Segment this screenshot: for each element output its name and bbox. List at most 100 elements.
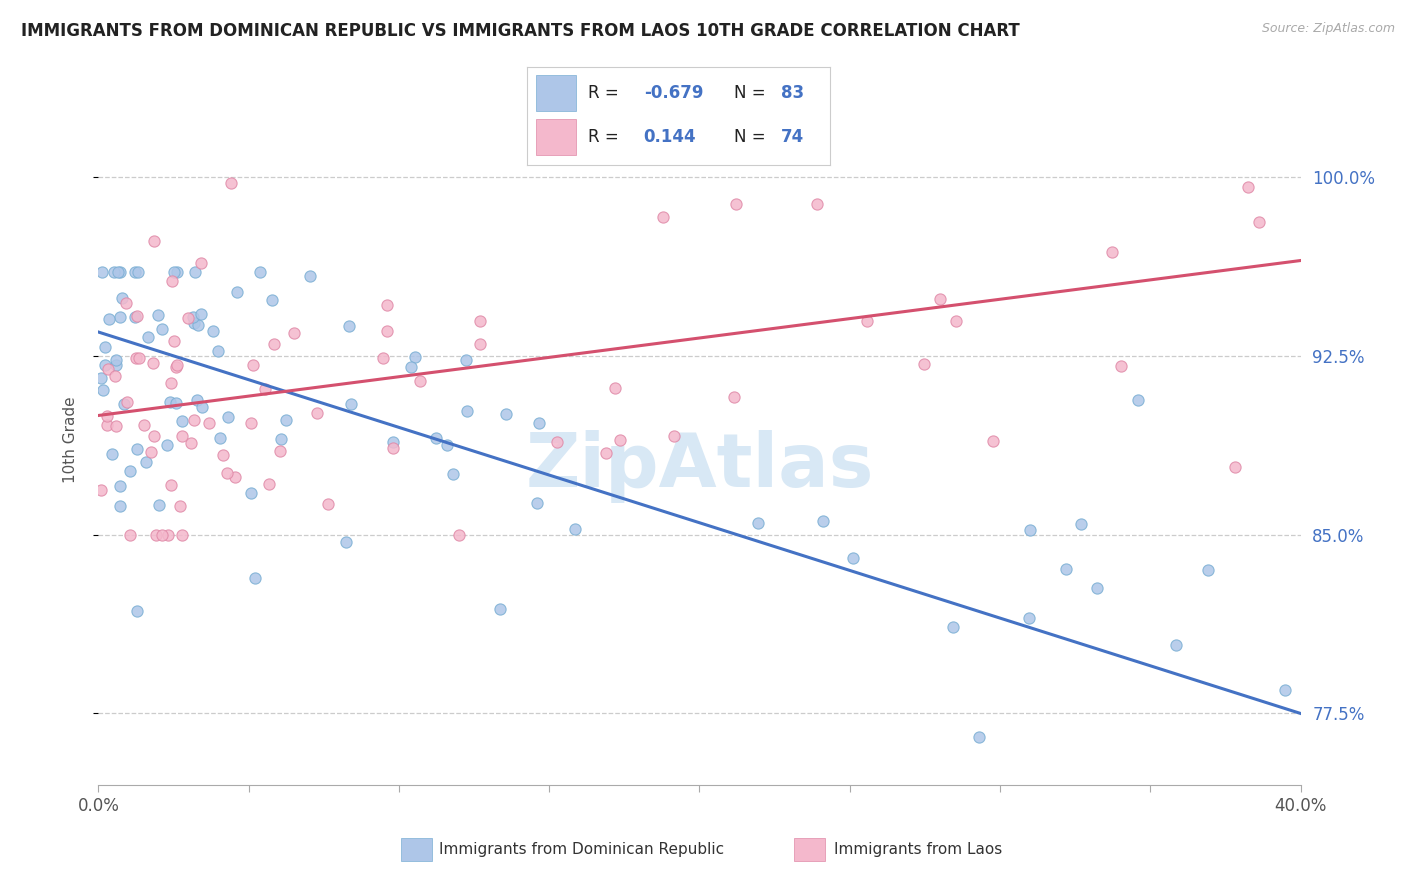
Point	[436, 438, 458, 452]
Point	[1225, 460, 1247, 475]
Point	[183, 316, 205, 330]
Point	[125, 351, 148, 366]
Point	[375, 298, 398, 312]
Point	[307, 406, 329, 420]
Point	[152, 527, 174, 541]
Text: 83: 83	[782, 84, 804, 102]
Point	[404, 350, 426, 364]
Text: IMMIGRANTS FROM DOMINICAN REPUBLIC VS IMMIGRANTS FROM LAOS 10TH GRADE CORRELATIO: IMMIGRANTS FROM DOMINICAN REPUBLIC VS IM…	[21, 22, 1019, 40]
Point	[162, 273, 184, 287]
Point	[454, 352, 477, 367]
Point	[108, 499, 131, 513]
Point	[1126, 393, 1149, 408]
Point	[1236, 180, 1258, 194]
Point	[1197, 563, 1219, 577]
Point	[1247, 215, 1270, 229]
Point	[335, 535, 357, 549]
Point	[447, 527, 470, 541]
Text: N =: N =	[734, 84, 766, 102]
Point	[595, 446, 617, 460]
Point	[125, 442, 148, 456]
Point	[842, 550, 865, 565]
Point	[98, 311, 121, 326]
Point	[166, 358, 188, 372]
Point	[488, 601, 510, 615]
Point	[1109, 359, 1132, 373]
Point	[1085, 581, 1108, 595]
Point	[190, 307, 212, 321]
Point	[373, 351, 395, 365]
Point	[1101, 245, 1123, 260]
Point	[127, 309, 149, 323]
Point	[1019, 523, 1042, 537]
Point	[170, 429, 193, 443]
Point	[96, 417, 118, 432]
Point	[240, 416, 263, 430]
Text: 74: 74	[782, 128, 804, 146]
Point	[316, 498, 339, 512]
Point	[183, 412, 205, 426]
Point	[526, 496, 548, 510]
Point	[221, 176, 243, 190]
Point	[381, 441, 404, 455]
Point	[375, 324, 398, 338]
Point	[170, 527, 193, 541]
Point	[108, 478, 131, 492]
Point	[156, 438, 179, 452]
Point	[201, 324, 224, 338]
Point	[118, 527, 141, 541]
Point	[111, 291, 134, 305]
Point	[941, 620, 963, 634]
Point	[180, 435, 202, 450]
Point	[254, 382, 277, 396]
Point	[1164, 638, 1187, 652]
Point	[813, 514, 835, 528]
Text: -0.679: -0.679	[644, 84, 703, 102]
Point	[662, 429, 685, 443]
Point	[1054, 562, 1077, 576]
Point	[270, 432, 292, 446]
Point	[262, 293, 284, 307]
Point	[184, 265, 207, 279]
Point	[928, 292, 950, 306]
Point	[208, 431, 231, 445]
Point	[160, 376, 183, 391]
Point	[96, 409, 118, 424]
Point	[170, 414, 193, 428]
Point	[101, 447, 124, 461]
Point	[176, 310, 198, 325]
Point	[217, 409, 239, 424]
Text: R =: R =	[588, 128, 619, 146]
Point	[468, 314, 491, 328]
Point	[107, 265, 129, 279]
Point	[139, 444, 162, 458]
Point	[97, 362, 120, 376]
Point	[276, 412, 298, 426]
Point	[93, 358, 115, 372]
Point	[217, 466, 239, 480]
Point	[165, 396, 187, 410]
Point	[181, 310, 204, 324]
Point	[409, 374, 432, 388]
Point	[143, 234, 166, 248]
Point	[226, 285, 249, 299]
Point	[125, 604, 148, 618]
Point	[1070, 517, 1092, 532]
Point	[495, 408, 517, 422]
Point	[609, 434, 631, 448]
Point	[1018, 611, 1040, 625]
Point	[143, 428, 166, 442]
Point	[269, 444, 291, 458]
Text: Immigrants from Dominican Republic: Immigrants from Dominican Republic	[439, 842, 724, 856]
Point	[855, 314, 877, 328]
Point	[912, 357, 935, 371]
Point	[128, 351, 150, 366]
Point	[224, 470, 246, 484]
Point	[546, 434, 568, 449]
Point	[127, 265, 149, 279]
Point	[124, 265, 146, 279]
Point	[124, 310, 146, 324]
Text: Immigrants from Laos: Immigrants from Laos	[834, 842, 1002, 856]
Point	[105, 358, 128, 372]
Point	[747, 516, 769, 531]
